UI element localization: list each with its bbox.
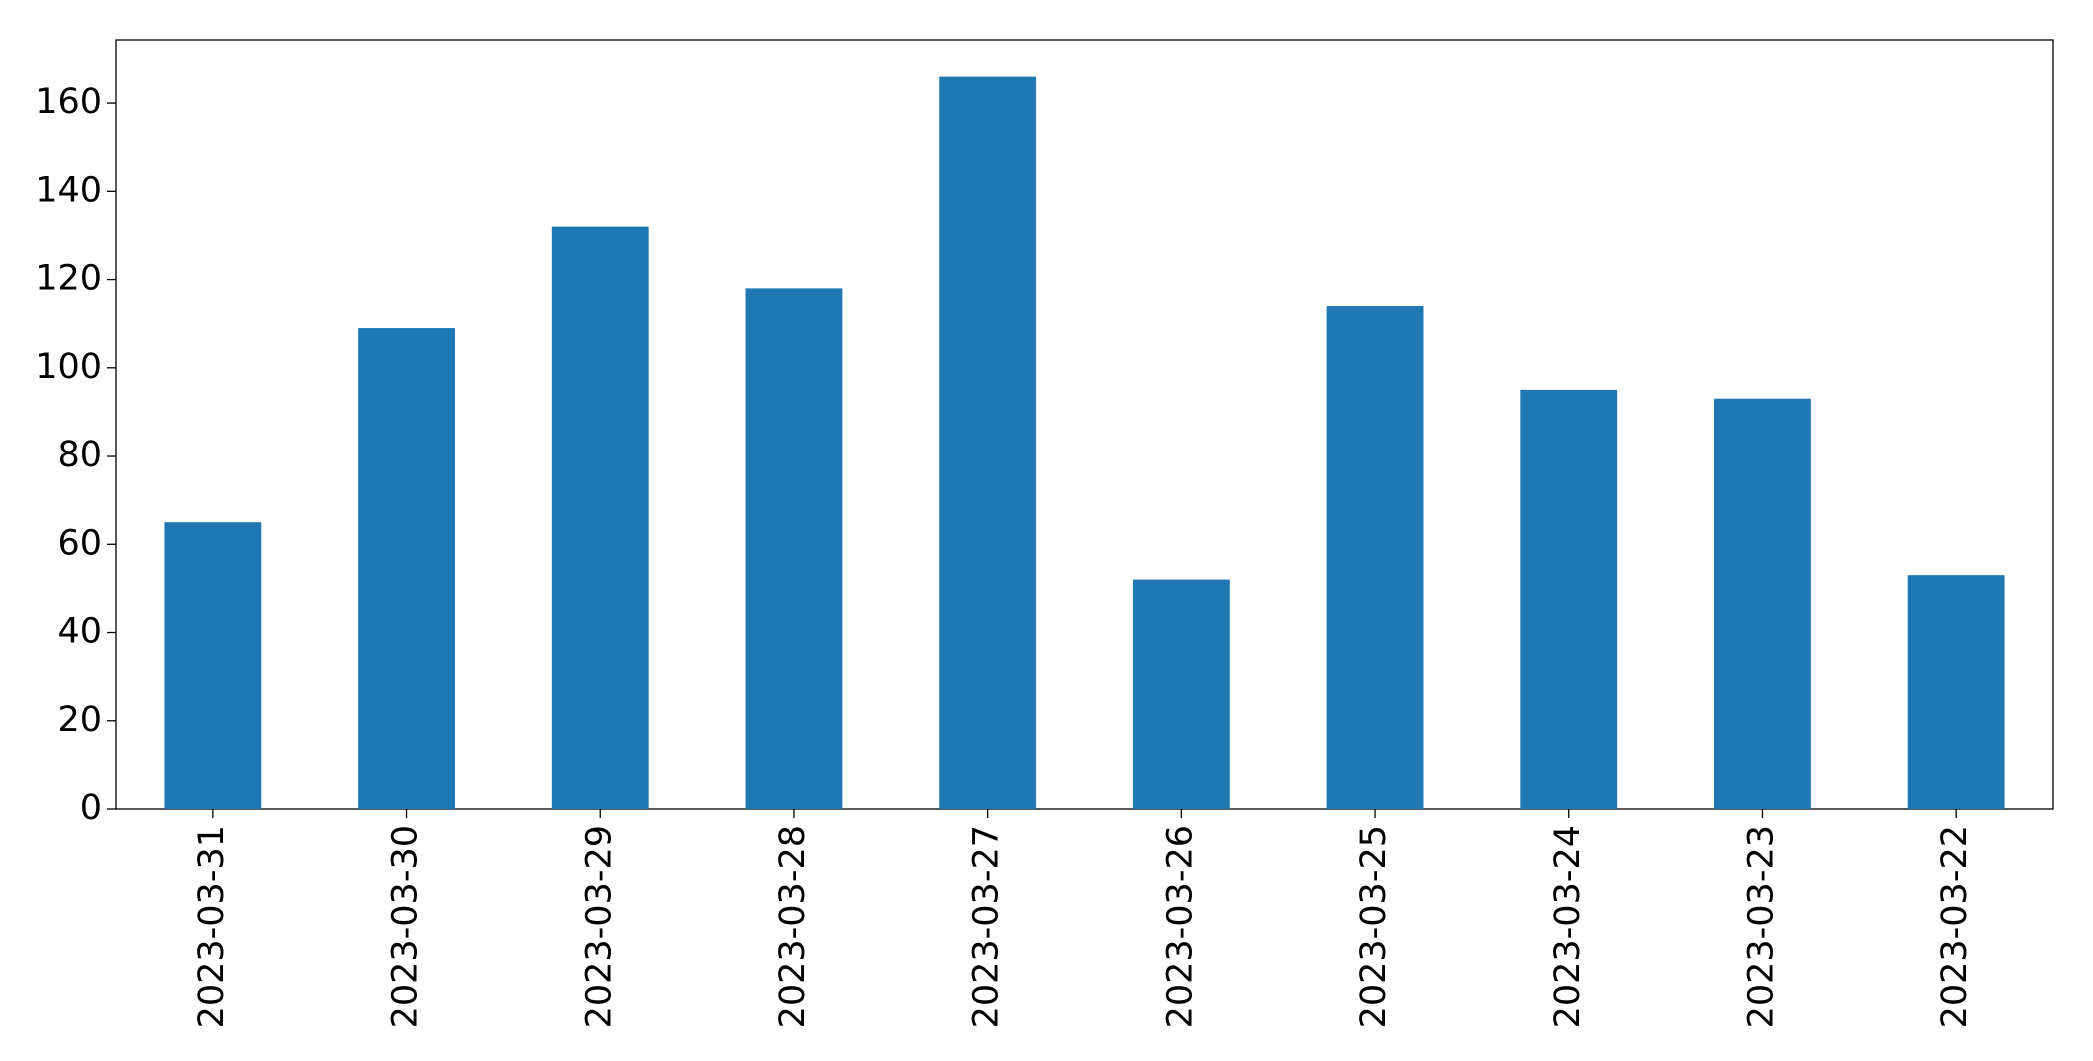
bar [1907, 575, 2005, 809]
y-tick-label: 40 [57, 612, 102, 652]
x-tick-label: 2023-03-29 [579, 825, 619, 1028]
x-tick-label: 2023-03-31 [192, 825, 232, 1028]
x-tick-label: 2023-03-26 [1160, 825, 1200, 1028]
bar [358, 328, 455, 809]
bar [1326, 306, 1424, 809]
bar [1714, 398, 1811, 809]
y-tick-label: 160 [35, 82, 102, 122]
plot-frame [115, 39, 2054, 810]
x-tick-label: 2023-03-27 [967, 825, 1007, 1028]
bar [551, 226, 649, 810]
bar [1132, 579, 1230, 809]
y-tick-label: 20 [57, 700, 102, 740]
bar [164, 522, 262, 809]
x-tick-label: 2023-03-30 [386, 825, 426, 1028]
x-tick-label: 2023-03-22 [1935, 825, 1975, 1028]
y-tick-label: 80 [57, 435, 102, 475]
bar [745, 288, 843, 809]
x-tick-label: 2023-03-24 [1548, 825, 1588, 1028]
y-tick-label: 0 [80, 788, 102, 828]
x-tick-label: 2023-03-23 [1741, 825, 1781, 1028]
bar [939, 76, 1037, 810]
bar [1520, 389, 1618, 809]
y-tick-label: 120 [35, 259, 102, 299]
y-tick-label: 100 [35, 347, 102, 387]
y-tick-label: 140 [35, 170, 102, 210]
y-tick-label: 60 [57, 523, 102, 563]
x-tick-label: 2023-03-28 [773, 825, 813, 1028]
x-tick-label: 2023-03-25 [1354, 825, 1394, 1028]
